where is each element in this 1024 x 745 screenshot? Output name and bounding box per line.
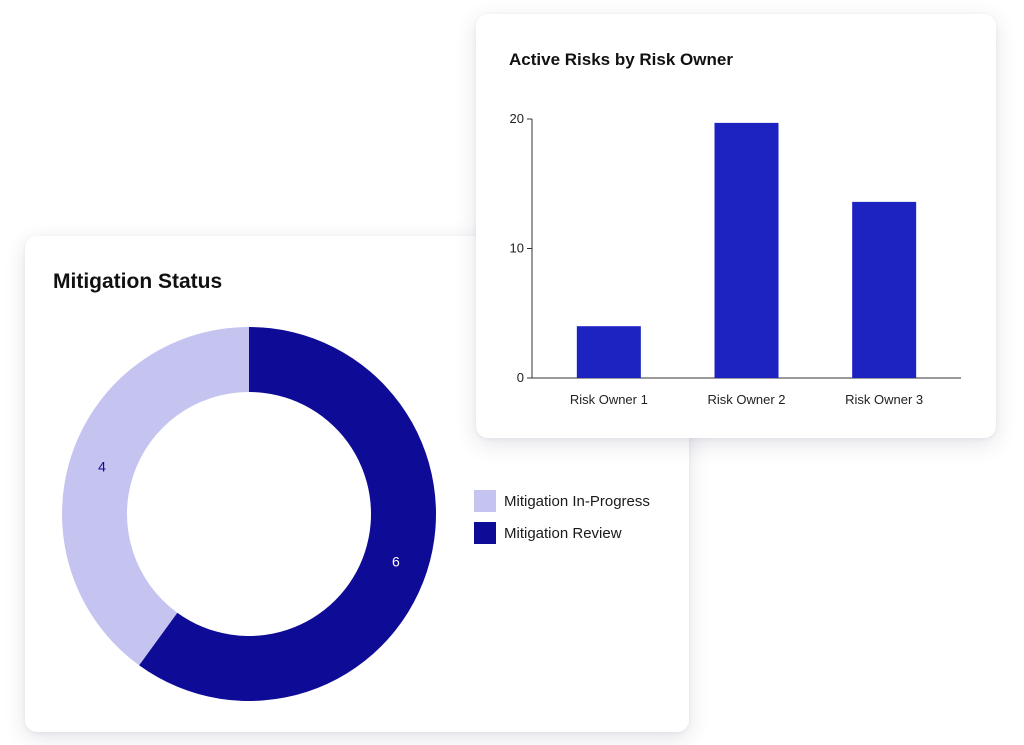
y-tick-label: 0 <box>517 370 524 385</box>
legend-item-in-progress[interactable]: Mitigation In-Progress <box>474 489 650 513</box>
bar-3[interactable] <box>852 201 917 378</box>
active-risks-title: Active Risks by Risk Owner <box>509 50 733 69</box>
mitigation-status-donut-chart: 64 <box>62 327 437 701</box>
legend-label-review: Mitigation Review <box>504 524 622 542</box>
donut-data-label-review: 6 <box>392 554 400 570</box>
active-risks-bar-chart: 0 10 20 Risk Owner 1 Risk Owner 2 Risk Owner … <box>510 111 961 407</box>
donut-slice-review[interactable] <box>139 327 437 701</box>
active-risks-card: Active Risks by Risk Owner 0 10 20 Risk Own… <box>476 14 996 438</box>
donut-data-label-in-progress: 4 <box>98 458 106 474</box>
x-tick-label: Risk Owner 2 <box>707 392 785 407</box>
legend-item-review[interactable]: Mitigation Review <box>474 521 650 545</box>
legend-swatch-review <box>474 522 496 544</box>
bar-1[interactable] <box>576 326 641 378</box>
legend-label-in-progress: Mitigation In-Progress <box>504 492 650 510</box>
x-tick-label: Risk Owner 1 <box>570 392 648 407</box>
bar-2[interactable] <box>714 122 779 378</box>
y-tick-label: 10 <box>510 241 524 256</box>
y-tick-label: 20 <box>510 111 524 126</box>
x-tick-label: Risk Owner 3 <box>845 392 923 407</box>
donut-slice-in-progress[interactable] <box>62 327 249 666</box>
mitigation-status-title: Mitigation Status <box>53 270 223 293</box>
legend-swatch-in-progress <box>474 490 496 512</box>
mitigation-status-legend: Mitigation In-Progress Mitigation Review <box>474 489 650 553</box>
